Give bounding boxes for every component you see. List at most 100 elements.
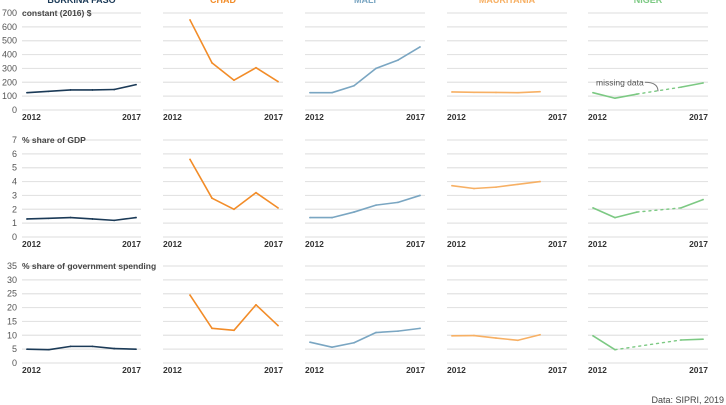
x-tick-label: 2017: [406, 112, 425, 122]
data-point: [539, 90, 541, 93]
series-segment: [614, 211, 638, 219]
x-tick-label: 2012: [163, 112, 182, 122]
series-segment: [91, 345, 115, 350]
data-point: [135, 83, 137, 86]
y-tick-label: 300: [2, 63, 17, 73]
series-segment: [680, 338, 704, 341]
annotation-label: missing data: [596, 77, 644, 87]
x-tick-label: 2012: [588, 365, 607, 375]
y-tick-label: 100: [2, 91, 17, 101]
y-tick-label: 15: [7, 316, 17, 326]
x-tick-label: 2017: [548, 365, 567, 375]
series-segment: [211, 327, 235, 332]
series-segment: [375, 201, 399, 206]
series-segment: [517, 333, 541, 342]
panel-chad: 2012 2017: [163, 139, 283, 249]
series-segment: [309, 341, 333, 349]
series-segment: [189, 158, 213, 199]
y-tick-label: 4: [12, 177, 17, 187]
x-tick-label: 2012: [588, 239, 607, 249]
series-segment: [211, 197, 235, 211]
data-point: [702, 338, 704, 340]
y-tick-label: 3: [12, 190, 17, 200]
y-tick-label: 200: [2, 77, 17, 87]
y-tick-label: 30: [7, 275, 17, 285]
series-segment: [233, 66, 257, 82]
x-tick-label: 2017: [264, 112, 283, 122]
series-segment: [473, 186, 497, 190]
x-tick-label: 2017: [264, 365, 283, 375]
y-tick-label: 25: [7, 289, 17, 299]
series-segment: [91, 218, 115, 222]
data-point: [277, 207, 279, 209]
panel-niger: 2012 2017: [588, 139, 708, 249]
row-label: constant (2016) $: [22, 8, 92, 18]
x-tick-label: 2012: [22, 239, 41, 249]
country-title: MAURITANIA: [479, 0, 536, 5]
y-tick-label: 0: [12, 105, 17, 115]
y-tick-label: 400: [2, 50, 17, 60]
series-segment: [592, 207, 616, 219]
data-point: [135, 348, 137, 350]
panel-burkina-faso: 2012 2017: [22, 265, 141, 375]
series-segment: [26, 90, 50, 94]
missing-data-segment: [636, 86, 682, 95]
series-segment: [255, 66, 279, 83]
panel-burkina-faso: 2012 2017: [22, 139, 141, 249]
data-point: [702, 198, 704, 201]
data-point: [702, 82, 704, 84]
y-tick-label: 5: [12, 344, 17, 354]
data-point: [135, 216, 137, 219]
series-segment: [331, 211, 355, 219]
panel-mauritania: 2012 2017: [447, 139, 567, 249]
panel-mali: 2012 2017: [305, 12, 425, 122]
x-tick-label: 2017: [122, 112, 141, 122]
y-tick-label: 10: [7, 330, 17, 340]
series-segment: [680, 82, 704, 88]
panel-chad: 2012 2017: [163, 265, 283, 375]
data-point: [419, 194, 421, 197]
country-title: CHAD: [210, 0, 236, 5]
x-tick-label: 2017: [264, 239, 283, 249]
series-segment: [353, 204, 377, 213]
x-tick-label: 2017: [122, 239, 141, 249]
x-tick-label: 2012: [22, 365, 41, 375]
series-segment: [451, 184, 475, 190]
y-tick-label: 0: [12, 358, 17, 368]
y-tick-label: 1: [12, 218, 17, 228]
series-segment: [397, 46, 421, 61]
country-title: NIGER: [634, 0, 663, 5]
country-title: MALI: [354, 0, 376, 5]
series-segment: [495, 337, 519, 342]
series-segment: [353, 67, 377, 87]
series-segment: [113, 83, 137, 91]
source-note: Data: SIPRI, 2019: [651, 395, 724, 405]
x-tick-label: 2017: [689, 112, 708, 122]
series-segment: [331, 84, 355, 94]
series-segment: [189, 19, 213, 64]
x-tick-label: 2012: [447, 239, 466, 249]
series-segment: [26, 348, 50, 351]
x-tick-label: 2012: [163, 239, 182, 249]
series-segment: [517, 90, 541, 94]
series-segment: [680, 198, 704, 209]
x-tick-label: 2012: [305, 239, 324, 249]
series-segment: [189, 294, 213, 330]
series-segment: [397, 327, 421, 332]
y-tick-label: 600: [2, 22, 17, 32]
series-segment: [255, 191, 279, 209]
missing-data-segment: [614, 339, 682, 351]
x-tick-label: 2017: [548, 112, 567, 122]
data-point: [419, 327, 421, 330]
panel-burkina-faso: 2012 2017: [22, 12, 141, 122]
series-segment: [255, 303, 279, 327]
series-segment: [47, 345, 72, 351]
y-tick-label: 6: [12, 149, 17, 159]
series-segment: [233, 191, 257, 211]
panel-mali: 2012 2017: [305, 265, 425, 375]
missing-data-segment: [636, 207, 682, 213]
y-tick-label: 35: [7, 261, 17, 271]
x-tick-label: 2017: [689, 365, 708, 375]
series-segment: [26, 217, 50, 220]
y-tick-label: 700: [2, 8, 17, 18]
